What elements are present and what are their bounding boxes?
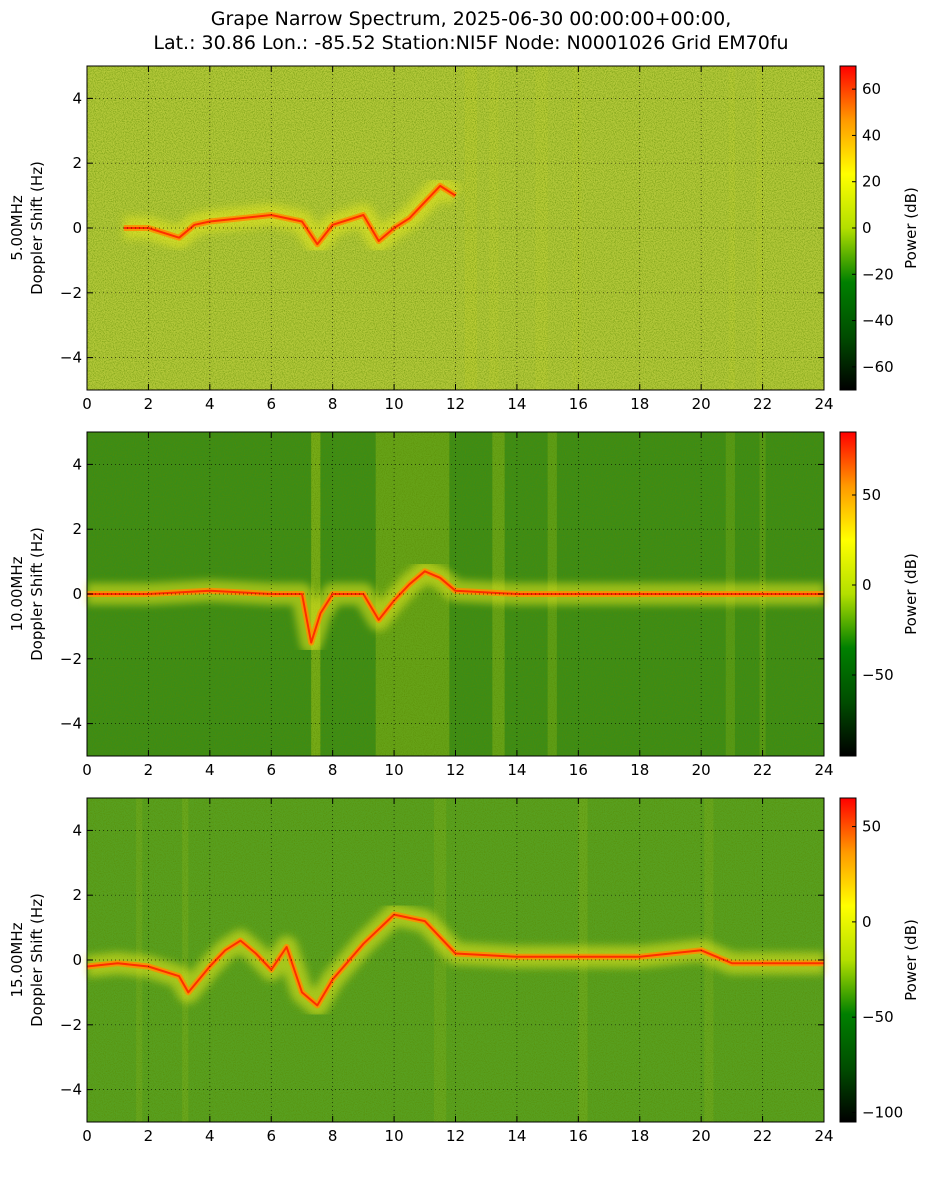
x-tick-label: 16	[569, 395, 588, 413]
x-tick-label: 16	[569, 1127, 588, 1145]
x-tick-label: 6	[266, 1127, 276, 1145]
x-tick-label: 22	[753, 395, 772, 413]
x-tick-label: 24	[814, 1127, 833, 1145]
y-tick-label: 0	[72, 219, 82, 237]
y-tick-label: −4	[60, 715, 82, 733]
chart-title-line-2: Lat.: 30.86 Lon.: -85.52 Station:NI5F No…	[153, 32, 789, 54]
x-tick-label: 10	[385, 395, 404, 413]
y-tick-label: −4	[60, 1081, 82, 1099]
colorbar-tick-label: −60	[862, 358, 894, 376]
y-tick-label: −4	[60, 349, 82, 367]
y-tick-label: −2	[60, 1016, 82, 1034]
colorbar-tick-label: 60	[862, 80, 881, 98]
x-tick-label: 18	[630, 395, 649, 413]
y-tick-label: 2	[72, 520, 82, 538]
x-tick-label: 18	[630, 1127, 649, 1145]
x-tick-label: 20	[692, 761, 711, 779]
x-tick-label: 8	[328, 395, 338, 413]
y-axis-label: Doppler Shift (Hz)	[28, 893, 46, 1027]
y-tick-label: 2	[72, 886, 82, 904]
colorbar-tick-label: −50	[862, 1008, 894, 1026]
y-axis-label-band: 10.00MHz	[8, 556, 26, 631]
colorbar-tick-label: 0	[862, 576, 872, 594]
colorbar-tick-label: −20	[862, 265, 894, 283]
y-tick-label: −2	[60, 650, 82, 668]
colorbar	[839, 431, 857, 757]
x-tick-label: 2	[144, 395, 154, 413]
x-tick-label: 4	[205, 761, 215, 779]
x-tick-label: 12	[446, 395, 465, 413]
x-tick-label: 4	[205, 1127, 215, 1145]
x-tick-label: 24	[814, 761, 833, 779]
x-tick-label: 0	[82, 395, 92, 413]
colorbar-tick-label: 20	[862, 173, 881, 191]
colorbar-tick-label: −40	[862, 312, 894, 330]
colorbar-tick-label: 0	[862, 219, 872, 237]
x-tick-label: 4	[205, 395, 215, 413]
y-tick-label: 0	[72, 585, 82, 603]
colorbar-tick-label: 50	[862, 486, 881, 504]
colorbar-tick-label: 50	[862, 818, 881, 836]
y-tick-label: 0	[72, 951, 82, 969]
x-tick-label: 22	[753, 761, 772, 779]
y-tick-label: 4	[72, 821, 82, 839]
colorbar-label: Power (dB)	[902, 553, 920, 635]
x-tick-label: 14	[507, 1127, 526, 1145]
x-tick-label: 12	[446, 761, 465, 779]
x-tick-label: 0	[82, 1127, 92, 1145]
colorbar-tick-label: 0	[862, 913, 872, 931]
y-tick-label: 4	[72, 89, 82, 107]
x-tick-label: 14	[507, 395, 526, 413]
colorbar-label: Power (dB)	[902, 919, 920, 1001]
x-tick-label: 20	[692, 395, 711, 413]
x-tick-label: 18	[630, 761, 649, 779]
x-tick-label: 16	[569, 761, 588, 779]
y-axis-label: Doppler Shift (Hz)	[28, 161, 46, 295]
y-tick-label: 2	[72, 154, 82, 172]
chart-title-line-1: Grape Narrow Spectrum, 2025-06-30 00:00:…	[210, 8, 732, 30]
x-tick-label: 2	[144, 761, 154, 779]
x-tick-label: 12	[446, 1127, 465, 1145]
colorbar	[839, 797, 857, 1123]
y-tick-label: −2	[60, 284, 82, 302]
y-tick-label: 4	[72, 455, 82, 473]
colorbar-tick-label: −100	[862, 1103, 903, 1121]
x-tick-label: 10	[385, 761, 404, 779]
colorbar-tick-label: −50	[862, 666, 894, 684]
y-axis-label-band: 15.00MHz	[8, 922, 26, 997]
x-tick-label: 8	[328, 761, 338, 779]
x-tick-label: 8	[328, 1127, 338, 1145]
colorbar-label: Power (dB)	[902, 187, 920, 269]
signal-core	[123, 184, 457, 246]
x-tick-label: 20	[692, 1127, 711, 1145]
x-tick-label: 6	[266, 761, 276, 779]
colorbar-tick-label: 40	[862, 126, 881, 144]
y-axis-label: Doppler Shift (Hz)	[28, 527, 46, 661]
x-tick-label: 22	[753, 1127, 772, 1145]
x-tick-label: 10	[385, 1127, 404, 1145]
x-tick-label: 2	[144, 1127, 154, 1145]
x-tick-label: 14	[507, 761, 526, 779]
x-tick-label: 6	[266, 395, 276, 413]
y-axis-label-band: 5.00MHz	[8, 195, 26, 261]
x-tick-label: 0	[82, 761, 92, 779]
signal-core	[86, 913, 824, 1007]
x-tick-label: 24	[814, 395, 833, 413]
